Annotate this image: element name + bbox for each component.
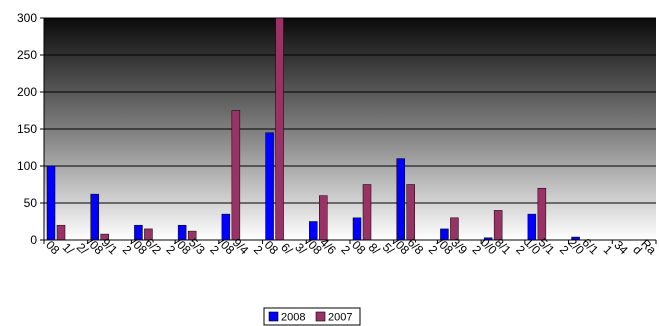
y-tick-label: 200 bbox=[17, 85, 37, 99]
y-tick-label: 0 bbox=[30, 233, 37, 247]
legend-box bbox=[263, 307, 361, 326]
bar-2008 bbox=[265, 132, 274, 241]
x-tick-label-line: 08 bbox=[262, 238, 282, 258]
bar-2008 bbox=[396, 158, 405, 241]
legend-swatch-2007 bbox=[315, 311, 326, 322]
legend-label-2007: 2007 bbox=[328, 312, 352, 324]
bar-2007 bbox=[362, 184, 372, 241]
y-tick-label: 100 bbox=[17, 159, 37, 173]
y-tick-label: 150 bbox=[17, 122, 37, 136]
x-tick-label-line: 1/ bbox=[60, 240, 77, 257]
bar-2007 bbox=[275, 17, 284, 241]
x-tick-label-line: 08 bbox=[43, 238, 63, 258]
y-tick-label: 300 bbox=[17, 11, 37, 25]
bar-2007 bbox=[231, 110, 241, 241]
gridlines bbox=[44, 17, 656, 204]
bar-2007 bbox=[537, 187, 547, 241]
x-tick-label-line: 6/ bbox=[278, 240, 295, 257]
bar-2007 bbox=[56, 224, 66, 241]
legend-swatch-2008 bbox=[268, 311, 279, 322]
x-tick-label-line: 08 bbox=[349, 238, 369, 258]
y-tick-label: 250 bbox=[17, 48, 37, 62]
legend: 2008 2007 bbox=[263, 307, 361, 326]
x-tick-label-text: 25/3/08 bbox=[172, 221, 222, 271]
bar-2007 bbox=[319, 195, 328, 241]
bar-2008 bbox=[352, 217, 362, 241]
bar-2008 bbox=[46, 165, 56, 241]
x-tick-label-line: 34 bbox=[611, 238, 631, 258]
x-tick-label-line: 8/ bbox=[366, 240, 383, 257]
y-tick-labels: 0 50 100 150 200 250 300 bbox=[17, 11, 37, 247]
axes bbox=[40, 17, 657, 244]
legend-label-2008: 2008 bbox=[281, 312, 305, 324]
x-tick-label: 25/3/08 bbox=[172, 221, 222, 271]
bar-2007 bbox=[406, 184, 415, 241]
bars bbox=[46, 17, 580, 241]
y-tick-label: 50 bbox=[24, 196, 38, 210]
bar-2008 bbox=[90, 193, 99, 241]
